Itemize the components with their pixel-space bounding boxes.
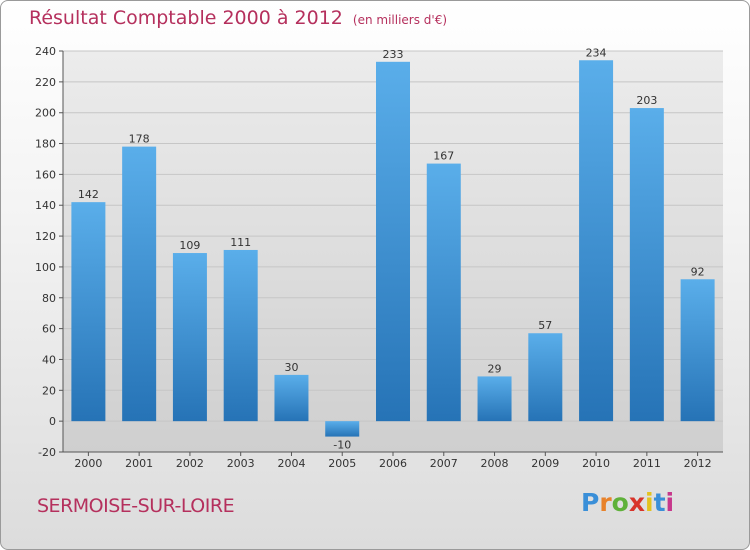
x-tick-label: 2011 bbox=[633, 457, 661, 470]
logo-letter: P bbox=[581, 488, 600, 517]
chart-title: Résultat Comptable 2000 à 2012 (en millie… bbox=[29, 7, 447, 29]
proxiti-logo: Proxiti bbox=[581, 488, 674, 517]
y-tick-label: 240 bbox=[35, 45, 56, 58]
y-tick-label: 160 bbox=[35, 168, 56, 181]
bar bbox=[122, 146, 157, 422]
y-tick-label: 140 bbox=[35, 199, 56, 212]
bar bbox=[629, 108, 664, 422]
y-tick-label: 120 bbox=[35, 230, 56, 243]
x-tick-label: 2012 bbox=[684, 457, 712, 470]
y-tick-label: 0 bbox=[49, 415, 56, 428]
bar bbox=[172, 253, 207, 422]
y-tick-label: 200 bbox=[35, 107, 56, 120]
logo-letter: o bbox=[611, 488, 629, 517]
bar bbox=[71, 202, 106, 422]
bar-value-label: -10 bbox=[333, 439, 351, 452]
logo-letter: i bbox=[665, 488, 675, 517]
logo-letter: i bbox=[645, 488, 654, 517]
bar-value-label: 178 bbox=[129, 133, 150, 146]
bar-value-label: 30 bbox=[284, 361, 298, 374]
x-tick-label: 2001 bbox=[125, 457, 153, 470]
logo-letter: t bbox=[653, 488, 666, 517]
x-tick-label: 2000 bbox=[74, 457, 102, 470]
x-tick-label: 2004 bbox=[277, 457, 305, 470]
bar bbox=[325, 421, 360, 437]
y-tick-label: 60 bbox=[42, 323, 56, 336]
bar-value-label: 203 bbox=[636, 94, 657, 107]
bar-value-label: 234 bbox=[586, 46, 607, 59]
bar bbox=[376, 61, 410, 422]
x-tick-label: 2003 bbox=[227, 457, 255, 470]
unit-label: (en milliers d'€) bbox=[352, 13, 448, 27]
bar bbox=[680, 279, 715, 422]
y-tick-label: 100 bbox=[35, 261, 56, 274]
bar bbox=[528, 333, 563, 422]
x-tick-label: 2009 bbox=[531, 457, 559, 470]
x-tick-label: 2006 bbox=[379, 457, 407, 470]
bar-value-label: 109 bbox=[179, 239, 200, 252]
bar bbox=[579, 60, 614, 422]
bar-value-label: 233 bbox=[383, 48, 404, 61]
bar-value-label: 111 bbox=[230, 236, 251, 249]
y-tick-label: -20 bbox=[38, 446, 56, 459]
logo-letter: r bbox=[599, 488, 612, 517]
title-text: Résultat Comptable 2000 à 2012 bbox=[29, 7, 343, 29]
y-tick-label: 220 bbox=[35, 76, 56, 89]
x-tick-label: 2005 bbox=[328, 457, 356, 470]
bar-value-label: 29 bbox=[488, 362, 502, 375]
y-tick-label: 40 bbox=[42, 353, 56, 366]
bar bbox=[274, 374, 309, 422]
bar bbox=[223, 249, 258, 422]
x-tick-label: 2007 bbox=[430, 457, 458, 470]
bar-value-label: 57 bbox=[538, 319, 552, 332]
y-tick-label: 80 bbox=[42, 292, 56, 305]
x-tick-label: 2010 bbox=[582, 457, 610, 470]
city-name: SERMOISE-SUR-LOIRE bbox=[37, 495, 235, 517]
x-tick-label: 2002 bbox=[176, 457, 204, 470]
bar-value-label: 92 bbox=[691, 265, 705, 278]
x-tick-label: 2008 bbox=[481, 457, 509, 470]
bar bbox=[426, 163, 461, 422]
logo-letter: x bbox=[628, 488, 645, 517]
bar-value-label: 167 bbox=[433, 150, 454, 163]
y-tick-label: 20 bbox=[42, 384, 56, 397]
bar-value-label: 142 bbox=[78, 188, 99, 201]
bar bbox=[477, 376, 512, 422]
y-tick-label: 180 bbox=[35, 138, 56, 151]
